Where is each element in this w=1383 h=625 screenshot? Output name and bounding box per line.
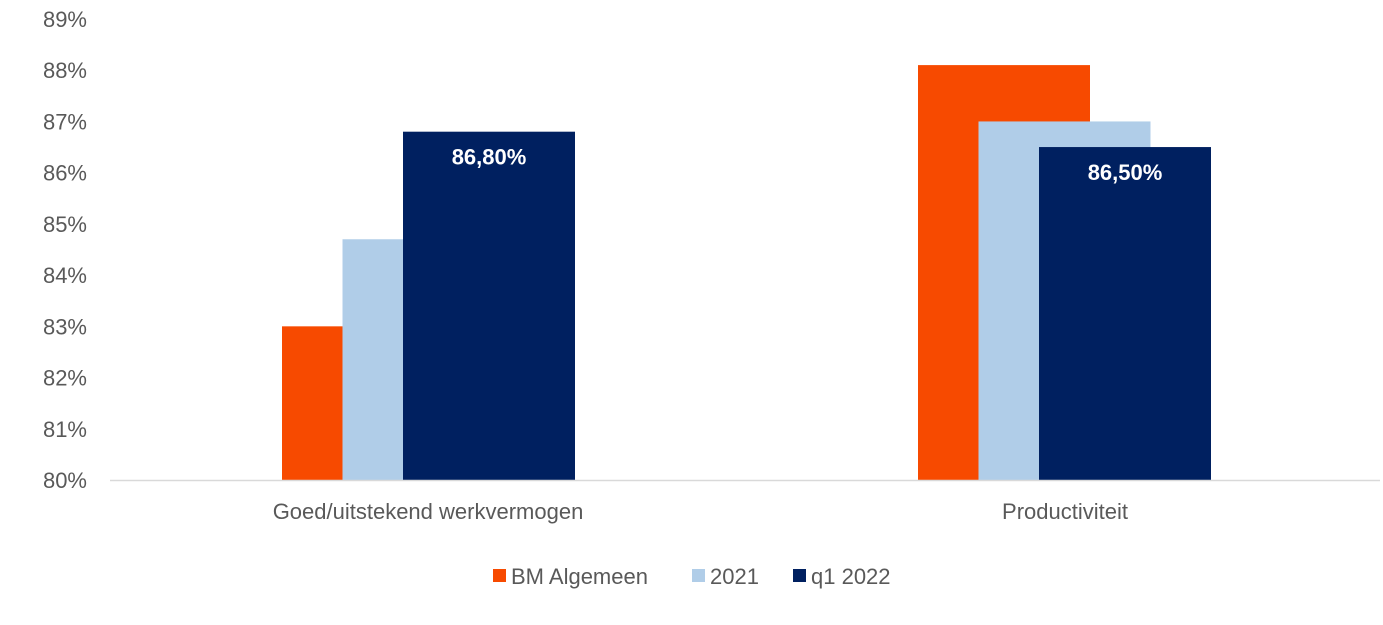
legend-label: q1 2022 — [811, 564, 891, 589]
y-tick-label: 80% — [43, 468, 87, 493]
legend-swatch — [793, 569, 806, 582]
bar-q1-2022-0 — [403, 131, 575, 480]
y-tick-label: 87% — [43, 109, 87, 134]
data-label: 86,50% — [1088, 160, 1163, 185]
bar-q1-2022-1 — [1039, 147, 1211, 481]
category-label: Goed/uitstekend werkvermogen — [273, 499, 584, 524]
y-tick-label: 86% — [43, 161, 87, 186]
y-tick-label: 83% — [43, 314, 87, 339]
category-label: Productiviteit — [1002, 499, 1128, 524]
y-tick-label: 88% — [43, 58, 87, 83]
y-tick-label: 89% — [43, 7, 87, 32]
y-tick-label: 84% — [43, 263, 87, 288]
legend-swatch — [692, 569, 705, 582]
data-label: 86,80% — [452, 145, 527, 170]
legend-label: BM Algemeen — [511, 564, 648, 589]
y-tick-label: 85% — [43, 212, 87, 237]
y-tick-label: 82% — [43, 366, 87, 391]
legend-item: q1 2022 — [793, 564, 891, 589]
legend-item: BM Algemeen — [493, 564, 648, 589]
legend-swatch — [493, 569, 506, 582]
y-axis: 80% 81% 82% 83% 84% 85% 86% 87% 88% 89% — [43, 7, 87, 493]
legend-label: 2021 — [710, 564, 759, 589]
legend-item: 2021 — [692, 564, 759, 589]
data-labels: 86,80% 86,50% — [452, 145, 1163, 185]
bars — [282, 65, 1211, 481]
legend: BM Algemeen 2021 q1 2022 — [493, 564, 891, 589]
y-tick-label: 81% — [43, 417, 87, 442]
x-axis: Goed/uitstekend werkvermogen Productivite… — [273, 499, 1128, 524]
